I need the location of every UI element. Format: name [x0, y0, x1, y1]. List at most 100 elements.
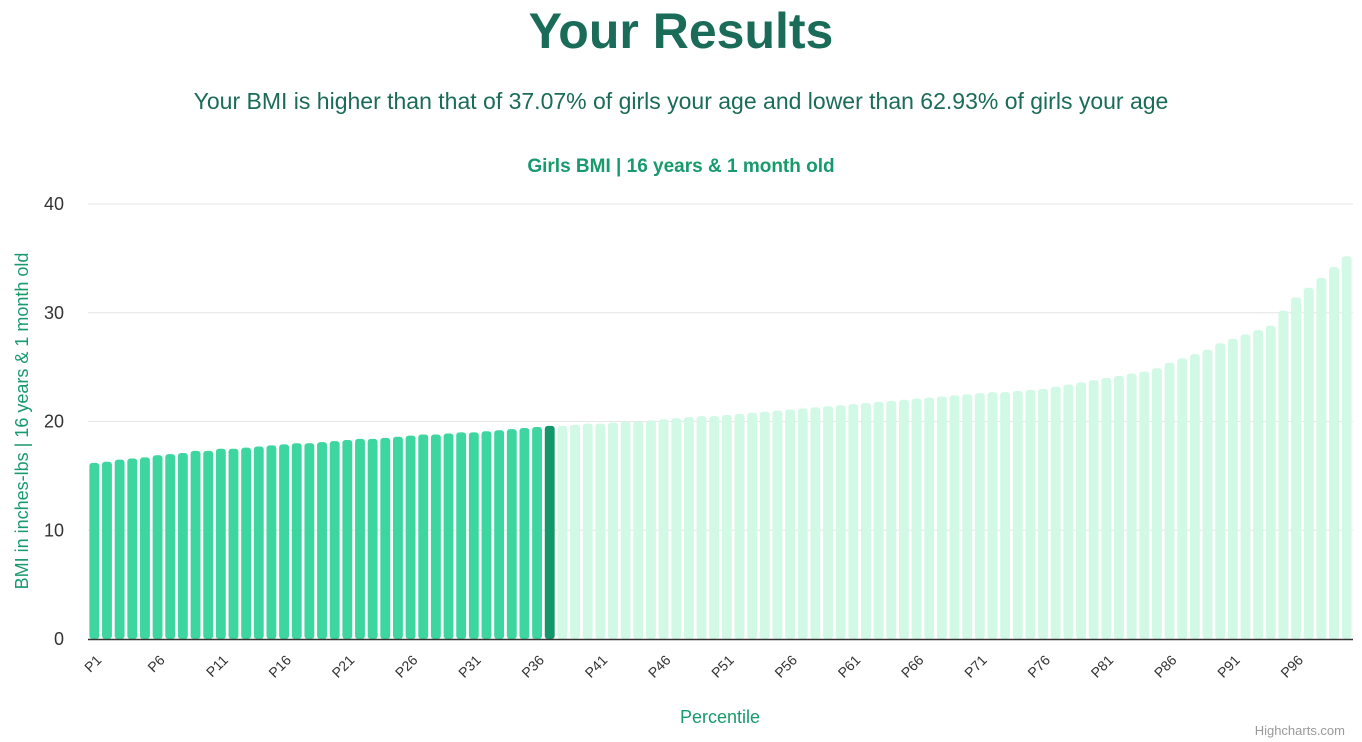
bar-p89[interactable]: [1202, 349, 1213, 639]
bar-p70[interactable]: [962, 394, 973, 639]
bar-p43[interactable]: [620, 421, 631, 640]
bar-p93[interactable]: [1253, 330, 1264, 639]
bar-p55[interactable]: [772, 410, 783, 639]
bar-p97[interactable]: [1303, 287, 1314, 639]
bar-p12[interactable]: [228, 448, 239, 639]
bar-p7[interactable]: [165, 454, 176, 639]
bar-p58[interactable]: [810, 407, 821, 639]
bar-p83[interactable]: [1126, 373, 1137, 639]
bar-p62[interactable]: [861, 403, 871, 639]
bar-p48[interactable]: [683, 417, 694, 639]
bar-p16[interactable]: [279, 444, 290, 639]
highcharts-credits[interactable]: Highcharts.com: [1255, 723, 1345, 738]
bar-p72[interactable]: [987, 392, 998, 639]
bar-p50[interactable]: [709, 416, 720, 639]
bar-p96[interactable]: [1291, 297, 1302, 639]
bar-p73[interactable]: [1000, 392, 1011, 639]
bar-p84[interactable]: [1139, 371, 1150, 639]
bar-p56[interactable]: [785, 409, 796, 639]
bar-p94[interactable]: [1265, 325, 1276, 639]
bar-p71[interactable]: [974, 393, 985, 639]
bar-p19[interactable]: [317, 442, 327, 639]
bar-p66[interactable]: [911, 398, 922, 639]
bar-p59[interactable]: [823, 406, 833, 639]
bar-p61[interactable]: [848, 404, 859, 639]
bar-p29[interactable]: [443, 433, 454, 639]
bar-p47[interactable]: [671, 418, 682, 639]
bar-p77[interactable]: [1050, 386, 1061, 639]
bar-p3[interactable]: [114, 459, 125, 639]
bar-p26[interactable]: [405, 435, 416, 639]
bar-p40[interactable]: [582, 423, 593, 639]
bar-p69[interactable]: [949, 395, 960, 639]
bar-p38[interactable]: [557, 425, 568, 639]
bar-p68[interactable]: [936, 396, 947, 639]
bar-p36[interactable]: [532, 426, 543, 639]
bar-p57[interactable]: [797, 408, 808, 639]
bar-p51[interactable]: [721, 414, 732, 639]
bar-p91[interactable]: [1227, 338, 1238, 639]
bar-p90[interactable]: [1215, 343, 1226, 639]
bar-p95[interactable]: [1278, 310, 1289, 639]
bar-p54[interactable]: [759, 411, 770, 639]
bar-p15[interactable]: [266, 445, 277, 639]
bar-p35[interactable]: [519, 428, 530, 639]
bar-p64[interactable]: [886, 400, 897, 639]
bar-p17[interactable]: [291, 443, 302, 639]
bar-p45[interactable]: [645, 420, 656, 639]
bar-p88[interactable]: [1189, 354, 1200, 639]
bar-p52[interactable]: [734, 413, 745, 639]
bar-p1[interactable]: [89, 462, 100, 639]
bar-p22[interactable]: [355, 438, 365, 639]
bar-p2[interactable]: [102, 461, 112, 639]
bar-p34[interactable]: [506, 429, 517, 639]
bar-p20[interactable]: [329, 441, 340, 639]
bar-p74[interactable]: [1012, 391, 1023, 639]
bar-p85[interactable]: [1151, 368, 1162, 639]
bar-p76[interactable]: [1038, 388, 1049, 639]
bar-p41[interactable]: [595, 423, 606, 639]
bar-p11[interactable]: [215, 448, 226, 639]
bar-p98[interactable]: [1316, 277, 1327, 639]
bar-p32[interactable]: [481, 431, 492, 639]
bar-p13[interactable]: [241, 447, 252, 639]
bar-p80[interactable]: [1088, 380, 1099, 639]
bar-p5[interactable]: [139, 457, 150, 639]
bar-p21[interactable]: [342, 439, 353, 639]
bar-p27[interactable]: [418, 434, 429, 639]
bar-p60[interactable]: [835, 405, 846, 639]
bar-p31[interactable]: [468, 432, 479, 639]
bar-p25[interactable]: [392, 436, 403, 639]
bar-p24[interactable]: [380, 437, 391, 639]
bar-p67[interactable]: [924, 397, 935, 639]
bar-p81[interactable]: [1101, 378, 1112, 639]
bar-p100[interactable]: [1341, 256, 1352, 639]
bar-p23[interactable]: [367, 438, 378, 639]
bar-p87[interactable]: [1177, 358, 1188, 639]
bar-p18[interactable]: [304, 443, 315, 639]
bar-p8[interactable]: [177, 453, 188, 639]
bar-p79[interactable]: [1076, 382, 1086, 639]
bar-p44[interactable]: [633, 421, 644, 640]
bar-p14[interactable]: [253, 446, 264, 639]
bar-p33[interactable]: [494, 430, 505, 639]
bar-p4[interactable]: [127, 458, 138, 639]
bar-p99[interactable]: [1329, 267, 1339, 639]
bar-p6[interactable]: [152, 455, 163, 639]
bar-p78[interactable]: [1063, 384, 1074, 639]
bar-p39[interactable]: [570, 424, 580, 639]
bar-p75[interactable]: [1025, 389, 1036, 639]
bar-p82[interactable]: [1114, 375, 1124, 639]
bar-p49[interactable]: [696, 416, 707, 639]
bar-p46[interactable]: [658, 419, 669, 639]
bar-p28[interactable]: [430, 434, 441, 639]
bar-p30[interactable]: [456, 432, 467, 639]
bar-p65[interactable]: [898, 399, 909, 639]
bar-p53[interactable]: [747, 412, 758, 639]
bar-p86[interactable]: [1164, 362, 1175, 639]
bar-p42[interactable]: [608, 422, 618, 639]
bar-p10[interactable]: [203, 450, 214, 639]
bar-p92[interactable]: [1240, 334, 1251, 640]
bar-p63[interactable]: [873, 401, 884, 639]
bar-p37[interactable]: [544, 425, 555, 639]
